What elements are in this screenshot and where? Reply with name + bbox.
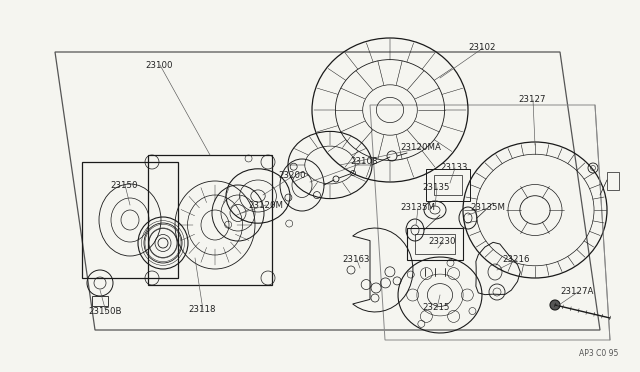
Text: 23150: 23150 [110,180,138,189]
Text: 23108: 23108 [350,157,378,167]
Bar [426,169,470,201]
Text: 23135M: 23135M [470,203,505,212]
Text: 23215: 23215 [422,304,449,312]
Bar [607,172,619,190]
Text: 23127: 23127 [518,96,545,105]
Text: 23135: 23135 [422,183,449,192]
Text: 23216: 23216 [502,256,529,264]
Text: 23120M: 23120M [248,201,283,209]
Text: 23120MA: 23120MA [400,144,441,153]
Text: 23200: 23200 [278,171,305,180]
Text: 23127A: 23127A [560,288,593,296]
Bar [407,228,463,260]
Circle shape [550,300,560,310]
Text: 23133: 23133 [440,164,467,173]
Text: 23100: 23100 [145,61,173,70]
Text: 23163: 23163 [342,256,369,264]
Text: 23135M: 23135M [400,203,435,212]
Bar [415,234,455,254]
Text: 23150B: 23150B [88,308,122,317]
Bar [92,296,108,306]
Bar [434,175,462,195]
Text: 23118: 23118 [188,305,216,314]
Text: 23102: 23102 [468,44,495,52]
Text: AP3 C0 95: AP3 C0 95 [579,349,618,358]
Text: 23230: 23230 [428,237,456,247]
